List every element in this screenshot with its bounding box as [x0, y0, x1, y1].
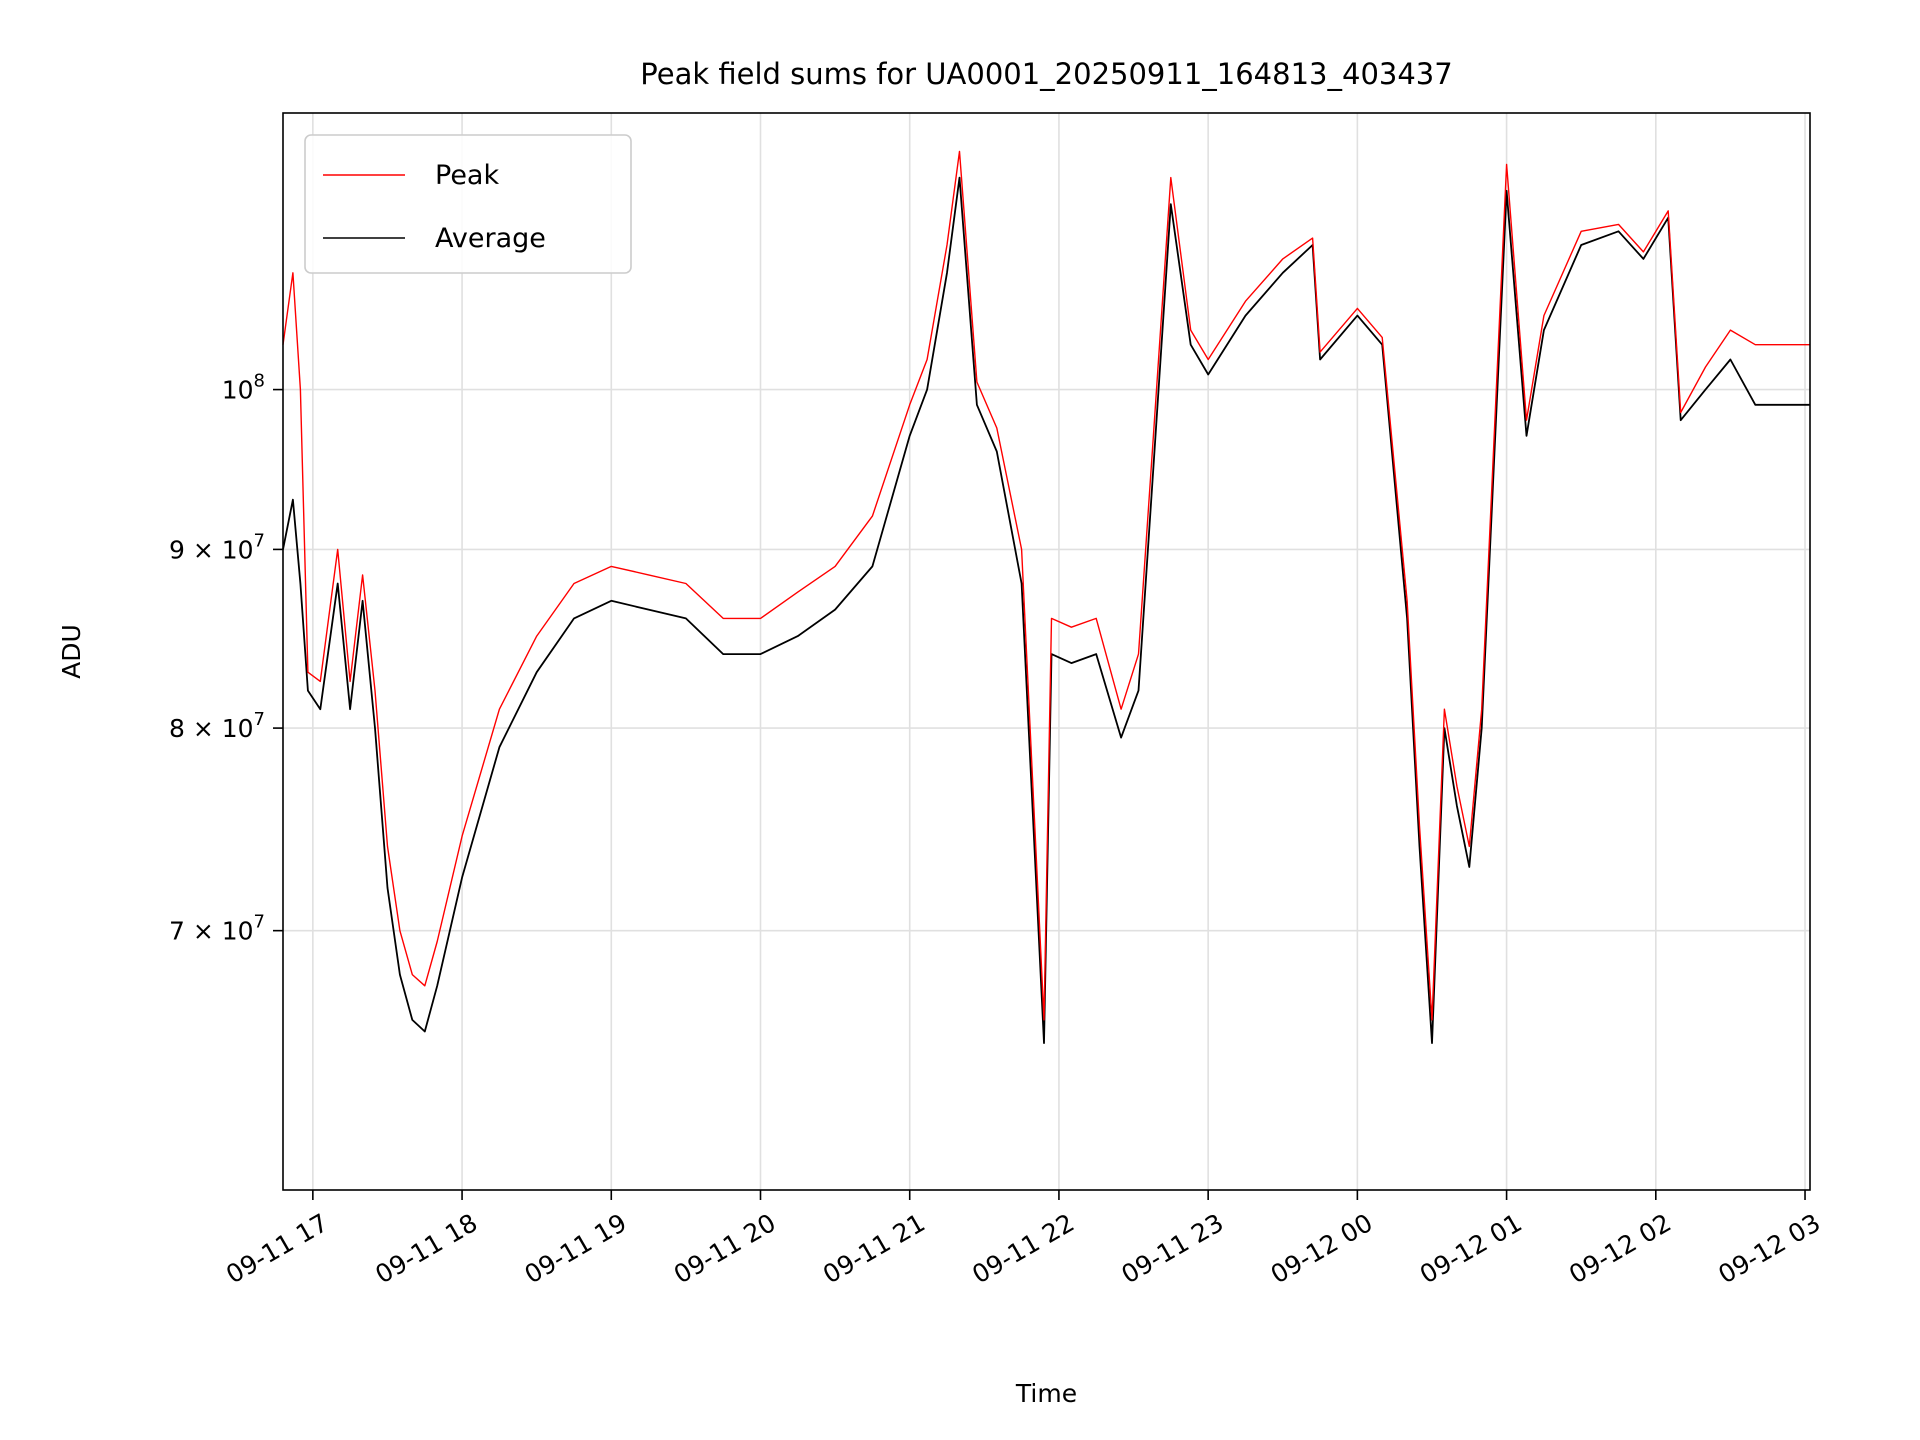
- x-tick-label: 09-12 01: [1415, 1208, 1527, 1289]
- y-tick-label: 7 × 107: [169, 912, 265, 946]
- y-tick-label: 108: [222, 371, 265, 405]
- x-tick-label: 09-12 02: [1564, 1208, 1676, 1289]
- x-axis-label: Time: [1015, 1379, 1077, 1408]
- x-tick-label: 09-11 18: [370, 1208, 482, 1289]
- y-ticks: 7 × 107 8 × 107 9 × 107 108: [169, 371, 283, 946]
- legend-label-peak: Peak: [435, 160, 499, 191]
- series-layer: [282, 150, 1810, 1044]
- legend: Peak Average: [304, 134, 632, 274]
- series-line-peak: [282, 150, 1810, 1021]
- x-tick-label: 09-11 22: [967, 1208, 1079, 1289]
- x-tick-label: 09-11 20: [669, 1208, 781, 1289]
- y-tick-label: 8 × 107: [169, 709, 265, 743]
- x-tick-label: 09-12 00: [1266, 1208, 1378, 1289]
- x-tick-label: 09-11 19: [520, 1208, 632, 1289]
- x-tick-label: 09-11 23: [1117, 1208, 1229, 1289]
- x-ticks: 09-11 17 09-11 18 09-11 19 09-11 20 09-11 21…: [221, 1190, 1825, 1289]
- axes-frame: [282, 112, 1811, 1191]
- x-tick-label: 09-12 03: [1713, 1208, 1825, 1289]
- legend-label-average: Average: [435, 223, 546, 254]
- x-tick-label: 09-11 17: [221, 1208, 333, 1289]
- chart-title: Peak field sums for UA0001_20250911_1648…: [640, 57, 1452, 91]
- y-tick-label: 9 × 107: [169, 530, 265, 564]
- grid: [283, 113, 1810, 1190]
- y-axis-label: ADU: [57, 624, 86, 679]
- x-tick-label: 09-11 21: [818, 1208, 930, 1289]
